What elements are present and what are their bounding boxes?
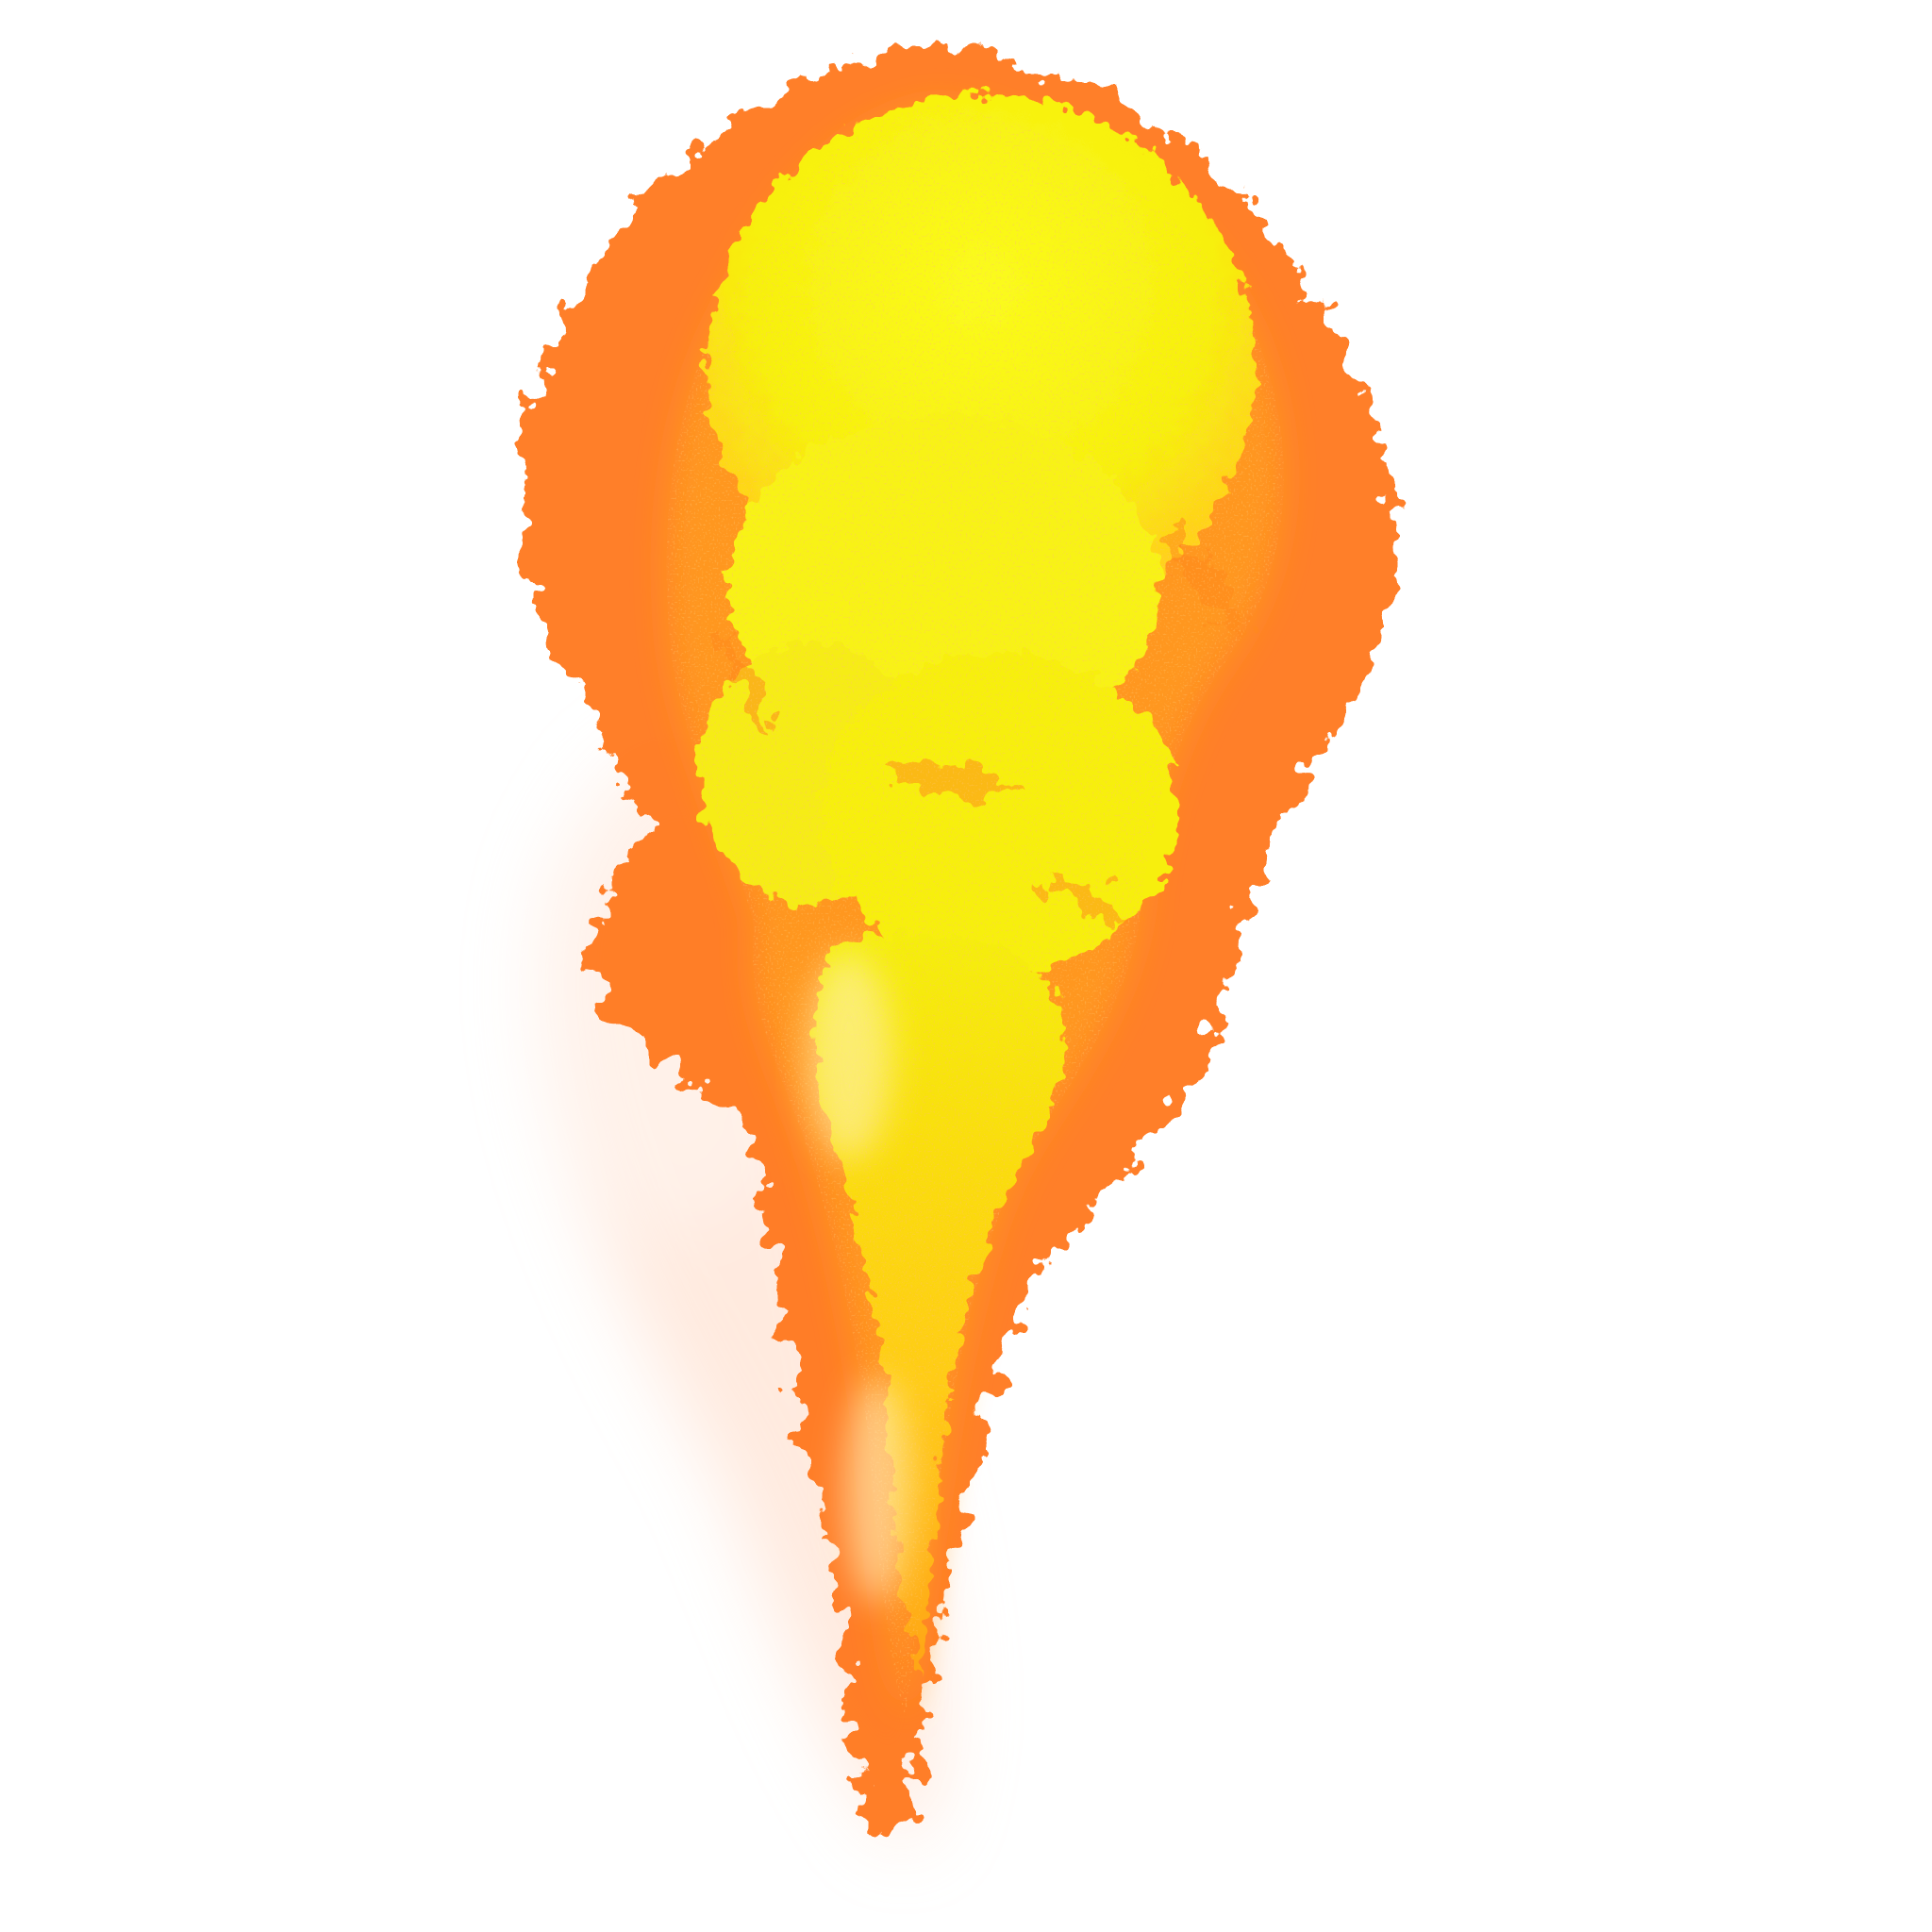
tail-highlight (807, 953, 910, 1604)
flame-texture (666, 104, 1284, 1717)
